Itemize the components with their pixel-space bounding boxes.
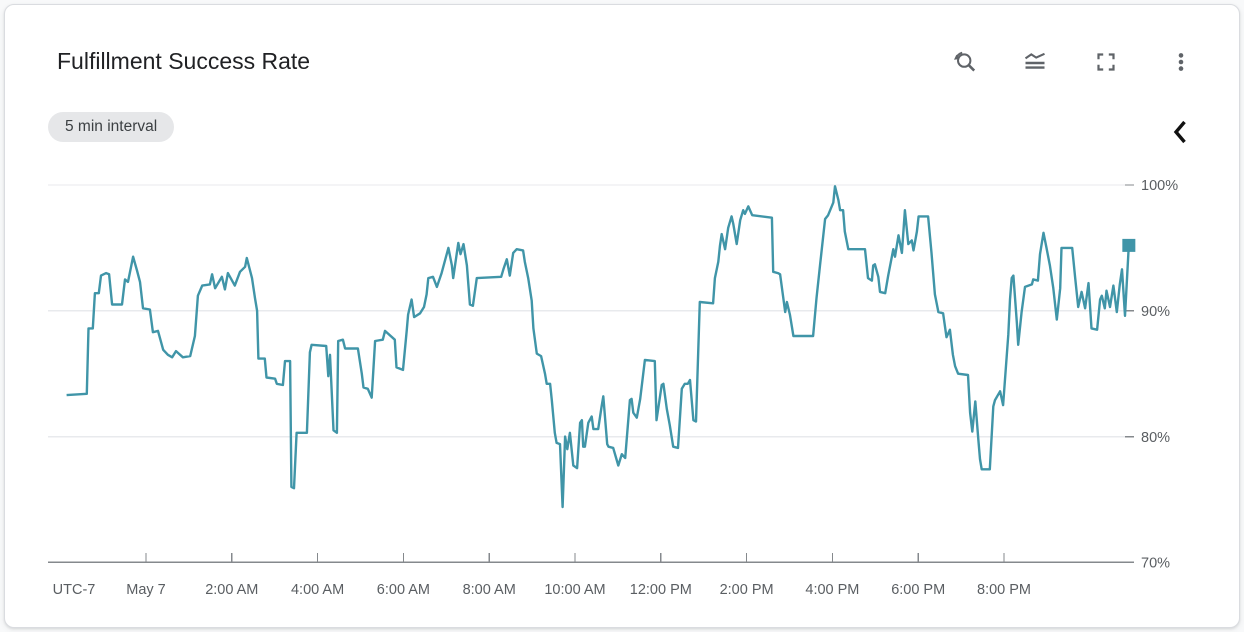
x-axis-label: 2:00 PM — [720, 582, 774, 598]
fullscreen-button[interactable] — [1092, 48, 1120, 76]
reset-zoom-button[interactable] — [951, 48, 979, 76]
legend-toggle-icon — [1024, 52, 1045, 69]
collapse-panel-button[interactable] — [1168, 118, 1192, 148]
chart-card — [4, 4, 1240, 628]
y-axis-label: 100% — [1141, 178, 1178, 194]
x-axis-label: 12:00 PM — [630, 582, 692, 598]
legend-toggle-button[interactable] — [1021, 48, 1049, 76]
x-axis-label: 10:00 AM — [544, 582, 605, 598]
more-options-button[interactable] — [1167, 48, 1195, 76]
latest-value-marker — [1122, 238, 1136, 252]
x-axis-label: 4:00 PM — [805, 582, 859, 598]
x-axis-label: 4:00 AM — [291, 582, 344, 598]
x-axis-label: 6:00 PM — [891, 582, 945, 598]
fullscreen-icon — [1097, 53, 1115, 71]
x-axis-label: 6:00 AM — [377, 582, 430, 598]
x-axis-label: 2:00 AM — [205, 582, 258, 598]
x-axis-label: 8:00 PM — [977, 582, 1031, 598]
y-axis-label: 70% — [1141, 556, 1170, 572]
more-vert-icon — [1178, 53, 1184, 71]
x-axis-label: 8:00 AM — [463, 582, 516, 598]
interval-chip: 5 min interval — [48, 112, 175, 142]
y-axis-label: 80% — [1141, 430, 1170, 446]
timezone-label: UTC-7 — [53, 582, 96, 598]
x-axis-label: May 7 — [126, 582, 166, 598]
page-title: Fulfillment Success Rate — [57, 48, 311, 74]
y-axis-label: 90% — [1141, 304, 1170, 320]
reset-zoom-icon — [954, 51, 976, 72]
chevron-left-icon — [1173, 120, 1186, 144]
success-rate-line — [66, 185, 1130, 509]
